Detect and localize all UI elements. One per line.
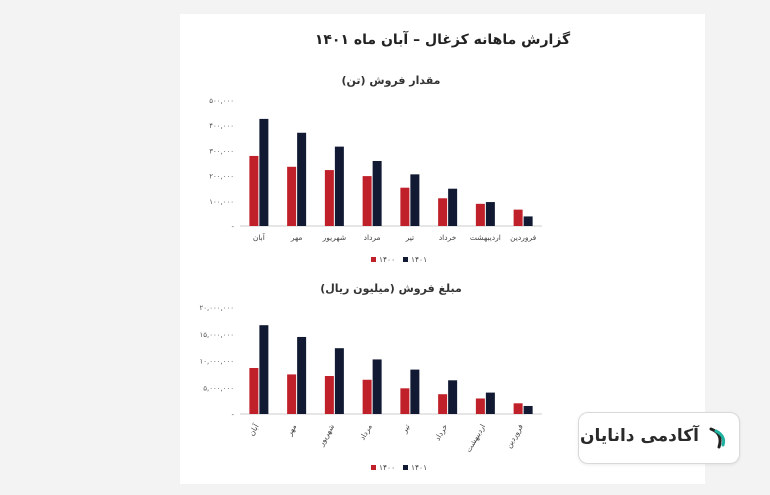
brand-name: آکادمی دانایان xyxy=(579,426,699,446)
bar-series-1400 xyxy=(324,170,334,226)
legend-swatch xyxy=(371,257,376,262)
bar-series-1401 xyxy=(448,380,458,414)
bar-series-1400 xyxy=(287,374,297,414)
legend-label: ۱۴۰۱ xyxy=(411,255,427,264)
brand-logo-icon xyxy=(709,427,726,449)
bar-series-1401 xyxy=(410,174,420,226)
bar-series-1401 xyxy=(297,336,307,414)
report-card: گزارش ماهانه کزغال – آبان ماه ۱۴۰۱ مقدار… xyxy=(180,14,705,484)
bar-series-1401 xyxy=(372,359,382,414)
bar-series-1400 xyxy=(287,166,297,226)
x-tick-label: آبان xyxy=(253,232,266,242)
bar-series-1400 xyxy=(475,398,485,414)
x-tick-label: مهر xyxy=(284,423,298,438)
bar-series-1401 xyxy=(448,188,458,226)
x-tick-label: شهریور xyxy=(316,423,336,449)
bar-series-1400 xyxy=(513,403,523,414)
bar-series-1401 xyxy=(297,132,307,226)
x-tick-label: خرداد xyxy=(439,233,457,242)
legend-label: ۱۴۰۱ xyxy=(411,463,427,472)
x-tick-label: آبان xyxy=(246,421,261,437)
chart-title: مقدار فروش (تن) xyxy=(342,74,441,87)
bar-series-1401 xyxy=(334,348,344,414)
bar-series-1400 xyxy=(362,176,372,226)
y-tick-label: ۵۰۰,۰۰۰ xyxy=(209,97,234,105)
bar-series-1401 xyxy=(259,325,269,414)
bar-series-1400 xyxy=(438,198,448,226)
x-tick-label: شهریور xyxy=(322,233,346,242)
legend-label: ۱۴۰۰ xyxy=(379,255,395,264)
x-tick-label: اردیبهشت xyxy=(470,233,501,242)
legend-swatch xyxy=(403,465,408,470)
y-tick-label: ۲۰,۰۰۰,۰۰۰ xyxy=(199,304,234,312)
brand-badge: آکادمی دانایان xyxy=(578,412,740,464)
y-tick-label: - xyxy=(231,411,234,419)
bar-series-1401 xyxy=(372,160,382,226)
y-tick-label: ۱۰,۰۰۰,۰۰۰ xyxy=(199,358,234,366)
chart-title: مبلغ فروش (میلیون ریال) xyxy=(320,282,462,295)
y-tick-label: - xyxy=(231,223,234,231)
x-tick-label: فروردین xyxy=(504,422,525,449)
x-tick-label: اردیبهشت xyxy=(464,423,487,454)
legend-label: ۱۴۰۰ xyxy=(379,463,395,472)
bar-series-1400 xyxy=(400,388,410,414)
bar-series-1400 xyxy=(324,376,334,414)
bar-series-1400 xyxy=(362,379,372,414)
x-tick-label: مرداد xyxy=(358,423,374,442)
bar-series-1401 xyxy=(485,202,495,226)
report-title: گزارش ماهانه کزغال – آبان ماه ۱۴۰۱ xyxy=(314,32,571,48)
bar-series-1400 xyxy=(400,187,410,226)
x-tick-label: مرداد xyxy=(364,233,381,242)
bar-series-1400 xyxy=(438,394,448,414)
y-tick-label: ۵,۰۰۰,۰۰۰ xyxy=(203,384,234,392)
legend-swatch xyxy=(403,257,408,262)
bar-series-1400 xyxy=(513,209,523,226)
x-tick-label: مهر xyxy=(290,233,303,242)
bar-series-1401 xyxy=(485,392,495,414)
bar-series-1400 xyxy=(249,155,259,226)
bar-series-1401 xyxy=(523,216,533,226)
bar-series-1401 xyxy=(334,146,344,226)
x-tick-label: خرداد xyxy=(433,422,450,442)
y-tick-label: ۲۰۰,۰۰۰ xyxy=(209,173,234,181)
x-tick-label: فروردین xyxy=(510,233,537,242)
x-tick-label: تیر xyxy=(399,423,412,436)
charts-canvas: مقدار فروش (تن) - ۱۰۰,۰۰۰ ۲۰۰,۰۰۰ ۳۰۰,۰۰۰ ۴۰۰… xyxy=(199,74,542,472)
legend-swatch xyxy=(371,465,376,470)
y-tick-label: ۱۰۰,۰۰۰ xyxy=(209,198,234,206)
y-tick-label: ۴۰۰,۰۰۰ xyxy=(209,122,234,130)
y-tick-label: ۳۰۰,۰۰۰ xyxy=(209,147,234,155)
y-tick-label: ۱۵,۰۰۰,۰۰۰ xyxy=(199,331,234,339)
bar-series-1401 xyxy=(410,369,420,414)
bar-series-1400 xyxy=(249,367,259,414)
bar-series-1401 xyxy=(523,405,533,414)
x-tick-label: تیر xyxy=(405,233,415,242)
bar-series-1401 xyxy=(259,118,269,226)
bar-series-1400 xyxy=(475,203,485,226)
